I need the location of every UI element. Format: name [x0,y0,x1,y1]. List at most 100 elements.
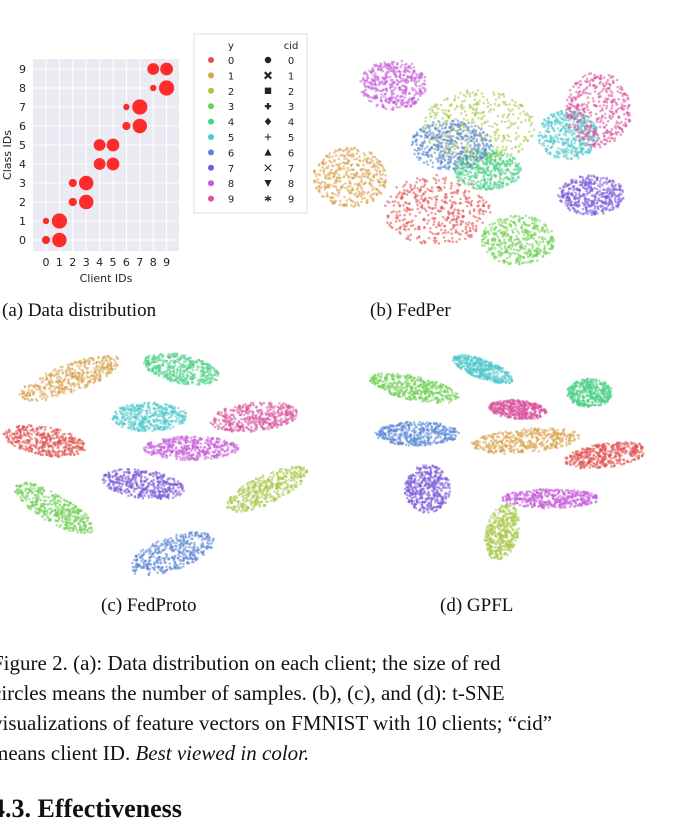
tsne-point [465,139,468,142]
tsne-point [495,164,498,167]
tsne-point [384,92,387,95]
tsne-point [321,166,324,169]
tsne-point [434,204,437,207]
tsne-point [488,125,491,128]
tsne-point [482,213,485,216]
tsne-point [596,140,599,143]
tsne-point [494,122,497,125]
tsne-point [347,160,350,163]
tsne-point [378,167,381,170]
tsne-point [428,149,431,152]
tsne-point [580,112,583,115]
tsne-point [506,163,509,166]
tsne-point [547,145,550,148]
tsne-point [440,150,443,153]
tsne-point [471,175,474,178]
tsne-point [105,357,108,360]
tsne-point [79,442,82,445]
data-point [133,119,147,133]
tsne-point [402,219,405,222]
tsne-point [316,178,319,181]
tsne-point [49,455,52,458]
tsne-point [616,103,619,106]
tsne-point [461,163,464,166]
tsne-point [478,196,481,199]
tsne-point [476,174,479,177]
tsne-point [447,161,450,164]
tsne-point [469,158,472,161]
tsne-point [444,179,447,182]
tsne-point [56,394,59,397]
tsne-point [511,99,514,102]
tsne-point [481,221,484,224]
tsne-point [509,236,512,239]
tsne-point [460,177,463,180]
tsne-point [472,152,475,155]
tsne-point [597,118,600,121]
legend-cid-label: 8 [288,179,294,190]
tsne-point [405,91,408,94]
tsne-point [486,134,489,137]
tsne-point [619,107,622,110]
tsne-point [28,450,31,453]
tsne-point [374,81,377,84]
legend-color-swatch [208,88,214,94]
tsne-point [360,176,363,179]
legend-color-swatch [208,119,214,125]
tsne-point [474,172,477,175]
tsne-point [403,85,406,88]
tsne-point [326,192,329,195]
x-tick-label: 4 [96,256,103,269]
tsne-point [371,83,374,86]
tsne-point [567,137,570,140]
tsne-point [477,89,480,92]
tsne-point [413,88,416,91]
tsne-point [407,99,410,102]
tsne-point [62,446,65,449]
tsne-point [603,77,606,80]
tsne-point [531,247,534,250]
tsne-point [423,130,426,133]
tsne-point [424,136,427,139]
tsne-point [586,106,589,109]
tsne-point [56,428,59,431]
tsne-point [450,184,453,187]
tsne-point [395,217,398,220]
tsne-point [395,186,398,189]
tsne-point [604,196,607,199]
tsne-point [481,239,484,242]
tsne-point [409,191,412,194]
tsne-point [338,158,341,161]
tsne-point [454,123,457,126]
legend-color-swatch [208,134,214,140]
tsne-point [524,113,527,116]
tsne-point [379,163,382,166]
tsne-point [515,224,518,227]
tsne-point [318,163,321,166]
tsne-point [373,69,376,72]
tsne-point [593,187,596,190]
tsne-point [414,228,417,231]
tsne-point [578,201,581,204]
tsne-point [481,179,484,182]
tsne-point [478,210,481,213]
tsne-point [359,160,362,163]
tsne-point [363,92,366,95]
tsne-point [398,106,401,109]
tsne-point [475,103,478,106]
tsne-point [586,193,589,196]
tsne-point [415,201,418,204]
tsne-point [414,149,417,152]
tsne-point [452,224,455,227]
tsne-point [384,73,387,76]
tsne-point [567,143,570,146]
tsne-point [336,176,339,179]
tsne-point [437,189,440,192]
tsne-point [443,138,446,141]
tsne-point [505,146,508,149]
tsne-point [497,115,500,118]
tsne-point [466,135,469,138]
tsne-point [599,105,602,108]
tsne-point [319,174,322,177]
